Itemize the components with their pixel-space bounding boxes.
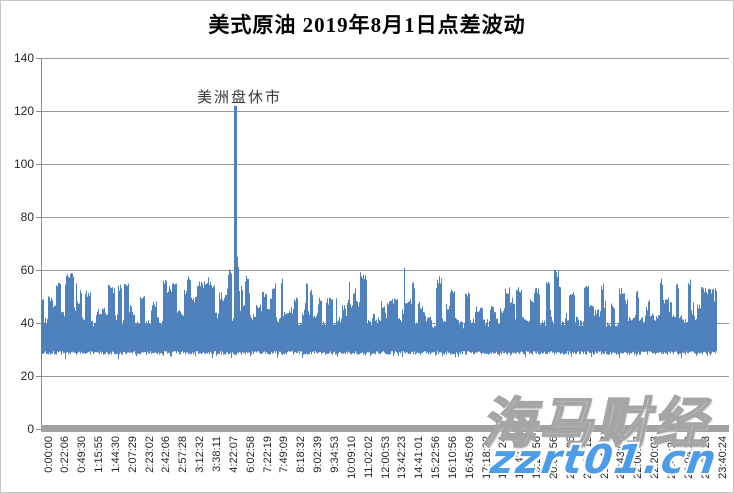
x-tick-label: 13:42:23 <box>396 436 409 479</box>
y-tick-label: 80 <box>20 210 34 224</box>
y-tick-mark <box>36 429 41 430</box>
y-tick-label: 0 <box>27 422 34 436</box>
gridline-140 <box>41 58 729 59</box>
x-tick-label: 7:49:09 <box>278 436 291 473</box>
gridline-120 <box>41 111 729 112</box>
x-tick-label: 3:38:11 <box>211 436 223 472</box>
x-tick-label: 10:09:10 <box>345 436 358 479</box>
data-series-bars <box>41 105 717 360</box>
x-tick-label: 9:34:53 <box>328 436 341 473</box>
y-tick-label: 40 <box>20 316 34 330</box>
x-tick-label: 0:49:30 <box>76 436 89 473</box>
gridline-60 <box>41 270 729 271</box>
x-tick-label: 14:41:01 <box>413 436 426 479</box>
watermark-site-url: zzrt01.cn <box>487 437 721 483</box>
y-tick-label: 60 <box>20 263 34 277</box>
x-tick-label: 0:00:00 <box>42 436 55 473</box>
y-tick-mark <box>36 58 41 59</box>
y-axis-line <box>41 58 42 432</box>
x-tick-label: 11:02:02 <box>362 436 375 479</box>
y-tick-mark <box>36 270 41 271</box>
x-tick-label: 3:12:32 <box>194 436 207 473</box>
x-tick-label: 7:22:19 <box>261 436 274 473</box>
x-tick-label: 6:02:58 <box>244 436 257 473</box>
x-axis-strip <box>41 425 729 432</box>
gridline-100 <box>41 164 729 165</box>
x-tick-label: 1:15:55 <box>93 436 106 473</box>
x-tick-label: 2:23:02 <box>143 436 156 473</box>
x-tick-label: 2:42:06 <box>160 436 173 473</box>
x-tick-label: 1:44:30 <box>109 436 122 473</box>
y-tick-mark <box>36 111 41 112</box>
y-tick-mark <box>36 164 41 165</box>
x-tick-label: 12:00:53 <box>379 436 392 479</box>
y-tick-mark <box>36 376 41 377</box>
x-tick-label: 2:57:28 <box>177 436 190 473</box>
gridline-20 <box>41 376 729 377</box>
gridline-80 <box>41 217 729 218</box>
y-tick-mark <box>36 323 41 324</box>
x-tick-label: 4:22:07 <box>227 436 240 473</box>
y-tick-label: 100 <box>13 157 34 171</box>
x-tick-label: 2:07:29 <box>126 436 139 473</box>
x-tick-label: 15:22:56 <box>430 436 443 479</box>
x-tick-label: 16:45:09 <box>463 436 476 479</box>
chart-title: 美式原油 2019年8月1日点差波动 <box>208 13 526 37</box>
y-tick-label: 20 <box>20 369 34 383</box>
x-tick-label: 16:10:56 <box>446 436 459 479</box>
y-tick-label: 120 <box>13 104 34 118</box>
x-tick-label: 0:22:06 <box>59 436 72 473</box>
y-tick-mark <box>36 217 41 218</box>
y-tick-label: 140 <box>13 51 34 65</box>
spread-noise-band <box>41 256 717 360</box>
x-tick-label: 9:02:39 <box>312 436 325 473</box>
spike-annotation: 美洲盘休市 <box>197 90 283 106</box>
x-tick-label: 8:18:32 <box>295 436 308 473</box>
